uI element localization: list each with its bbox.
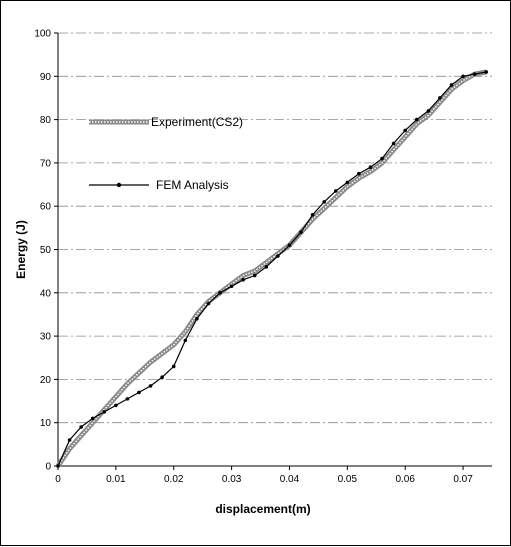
x-tick-label: 0.05 bbox=[338, 474, 358, 485]
legend-item-experiment: Experiment(CS2) bbox=[89, 115, 243, 129]
fem-point bbox=[333, 189, 338, 193]
fem-point bbox=[160, 375, 164, 380]
legend-marker-fem bbox=[116, 182, 122, 188]
fem-point bbox=[380, 156, 384, 161]
fem-point bbox=[171, 364, 176, 369]
fem-point bbox=[56, 464, 60, 468]
x-axis-label: displacement(m) bbox=[215, 502, 310, 516]
gridlines bbox=[58, 32, 492, 424]
series-line-experiment-pattern bbox=[57, 71, 487, 467]
x-tick-label: 0.06 bbox=[395, 474, 415, 485]
x-tick-label: 0.04 bbox=[280, 474, 300, 485]
fem-point bbox=[484, 70, 489, 74]
y-tick-label: 70 bbox=[40, 158, 52, 169]
fem-point bbox=[310, 213, 315, 217]
fem-point bbox=[322, 200, 326, 204]
fem-point bbox=[368, 165, 373, 170]
fem-point bbox=[403, 128, 408, 133]
y-tick-label: 40 bbox=[40, 288, 52, 299]
fem-point bbox=[102, 410, 107, 414]
fem-point bbox=[241, 278, 245, 282]
fem-point bbox=[287, 243, 292, 247]
fem-point bbox=[391, 141, 396, 146]
fem-point bbox=[426, 109, 431, 113]
fem-point bbox=[148, 384, 153, 388]
series-line-fem bbox=[57, 71, 487, 467]
fem-point bbox=[449, 83, 454, 87]
y-tick-label: 50 bbox=[40, 245, 52, 256]
y-axis-label: Energy (J) bbox=[14, 220, 28, 279]
y-tick-label: 20 bbox=[40, 375, 52, 386]
x-tick-label: 0.07 bbox=[453, 474, 473, 485]
y-tick-label: 60 bbox=[40, 202, 52, 213]
fem-point bbox=[345, 180, 350, 185]
fem-point bbox=[414, 117, 419, 122]
fem-point bbox=[90, 416, 95, 421]
fem-point bbox=[67, 438, 72, 442]
fem-point bbox=[114, 403, 118, 408]
x-tick-label: 0.02 bbox=[164, 474, 184, 485]
x-tick-label: 0.01 bbox=[106, 474, 126, 485]
fem-point bbox=[299, 230, 303, 234]
fem-point bbox=[229, 284, 234, 289]
fem-point bbox=[125, 397, 130, 401]
fem-point bbox=[137, 390, 141, 395]
data-series bbox=[55, 69, 489, 468]
legend-item-fem: FEM Analysis bbox=[89, 178, 229, 192]
fem-point bbox=[438, 96, 442, 100]
fem-point bbox=[195, 316, 199, 321]
y-tick-label: 30 bbox=[40, 332, 52, 343]
y-tick-label: 90 bbox=[40, 72, 52, 83]
fem-point bbox=[264, 265, 269, 269]
y-tick-label: 10 bbox=[40, 418, 52, 429]
fem-point bbox=[218, 291, 222, 295]
legend: Experiment(CS2) FEM Analysis bbox=[89, 115, 243, 192]
y-tick-label: 80 bbox=[40, 115, 52, 126]
x-tick-label: 0.03 bbox=[222, 474, 242, 485]
legend-label-fem: FEM Analysis bbox=[156, 178, 229, 192]
fem-point bbox=[183, 338, 188, 343]
axes bbox=[54, 32, 492, 470]
y-tick-labels: 0 10 20 30 40 50 60 70 80 90 100 bbox=[34, 29, 51, 473]
fem-point bbox=[472, 72, 477, 76]
legend-label-experiment: Experiment(CS2) bbox=[151, 115, 243, 129]
fem-point bbox=[276, 254, 280, 258]
x-tick-label: 0 bbox=[55, 474, 61, 485]
fem-point bbox=[461, 74, 465, 79]
fem-point bbox=[252, 273, 257, 278]
y-tick-label: 0 bbox=[45, 462, 51, 473]
y-tick-label: 100 bbox=[34, 29, 51, 40]
fem-point bbox=[206, 301, 211, 306]
fem-point bbox=[79, 425, 83, 429]
fem-point bbox=[357, 171, 361, 176]
series-line-experiment bbox=[55, 69, 487, 468]
x-tick-labels: 0 0.01 0.02 0.03 0.04 0.05 0.06 0.07 bbox=[55, 474, 473, 485]
